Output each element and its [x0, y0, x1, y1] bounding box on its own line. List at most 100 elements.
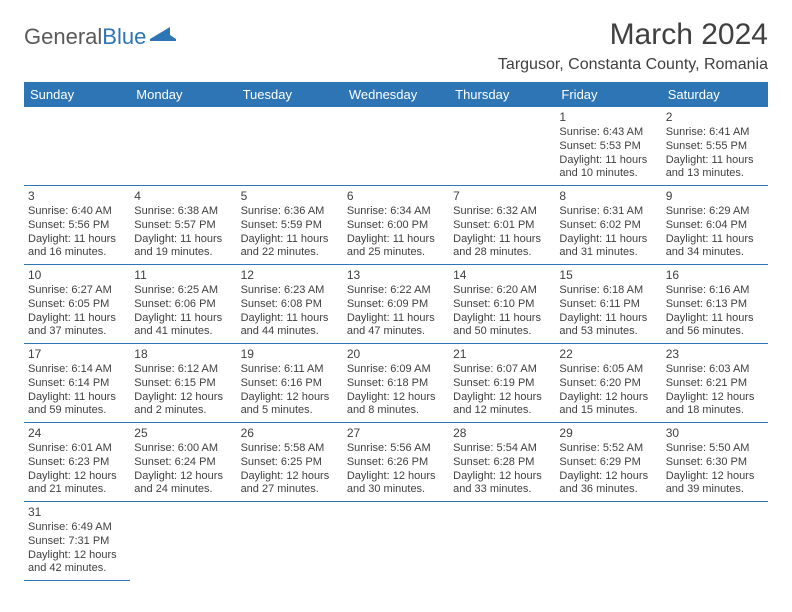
sunrise-text: Sunrise: 5:52 AM [559, 442, 657, 456]
daylight-text: Daylight: 12 hours and 2 minutes. [134, 391, 232, 419]
sunrise-text: Sunrise: 6:32 AM [453, 205, 551, 219]
day-number: 30 [666, 426, 764, 441]
sunset-text: Sunset: 6:09 PM [347, 298, 445, 312]
sunrise-text: Sunrise: 5:54 AM [453, 442, 551, 456]
day-number: 19 [241, 347, 339, 362]
day-number: 2 [666, 110, 764, 125]
day-number: 13 [347, 268, 445, 283]
sunrise-text: Sunrise: 6:23 AM [241, 284, 339, 298]
sunrise-text: Sunrise: 6:34 AM [347, 205, 445, 219]
day-number: 29 [559, 426, 657, 441]
calendar-cell: 11Sunrise: 6:25 AMSunset: 6:06 PMDayligh… [130, 265, 236, 344]
calendar-cell-empty [343, 107, 449, 186]
sunset-text: Sunset: 6:10 PM [453, 298, 551, 312]
calendar-cell: 14Sunrise: 6:20 AMSunset: 6:10 PMDayligh… [449, 265, 555, 344]
sunset-text: Sunset: 6:06 PM [134, 298, 232, 312]
day-number: 9 [666, 189, 764, 204]
daylight-text: Daylight: 11 hours and 13 minutes. [666, 154, 764, 182]
daylight-text: Daylight: 11 hours and 44 minutes. [241, 312, 339, 340]
weekday-header: Monday [130, 82, 236, 107]
sunset-text: Sunset: 5:55 PM [666, 140, 764, 154]
flag-icon [150, 23, 176, 49]
calendar-cell-empty [662, 502, 768, 581]
calendar-row: 17Sunrise: 6:14 AMSunset: 6:14 PMDayligh… [24, 344, 768, 423]
calendar-cell: 19Sunrise: 6:11 AMSunset: 6:16 PMDayligh… [237, 344, 343, 423]
calendar-row: 10Sunrise: 6:27 AMSunset: 6:05 PMDayligh… [24, 265, 768, 344]
weekday-header: Sunday [24, 82, 130, 107]
sunrise-text: Sunrise: 5:56 AM [347, 442, 445, 456]
sunset-text: Sunset: 6:08 PM [241, 298, 339, 312]
daylight-text: Daylight: 11 hours and 50 minutes. [453, 312, 551, 340]
daylight-text: Daylight: 11 hours and 56 minutes. [666, 312, 764, 340]
calendar-cell: 15Sunrise: 6:18 AMSunset: 6:11 PMDayligh… [555, 265, 661, 344]
weekday-header: Friday [555, 82, 661, 107]
sunrise-text: Sunrise: 6:14 AM [28, 363, 126, 377]
daylight-text: Daylight: 12 hours and 24 minutes. [134, 470, 232, 498]
day-number: 28 [453, 426, 551, 441]
daylight-text: Daylight: 12 hours and 27 minutes. [241, 470, 339, 498]
sunrise-text: Sunrise: 6:31 AM [559, 205, 657, 219]
day-number: 24 [28, 426, 126, 441]
title-block: March 2024 Targusor, Constanta County, R… [498, 18, 768, 74]
sunrise-text: Sunrise: 6:12 AM [134, 363, 232, 377]
sunset-text: Sunset: 7:31 PM [28, 535, 126, 549]
day-number: 15 [559, 268, 657, 283]
logo-text-general: General [24, 24, 102, 50]
sunrise-text: Sunrise: 6:41 AM [666, 126, 764, 140]
header: GeneralBlue March 2024 Targusor, Constan… [24, 18, 768, 74]
sunrise-text: Sunrise: 6:05 AM [559, 363, 657, 377]
day-number: 7 [453, 189, 551, 204]
day-number: 14 [453, 268, 551, 283]
calendar-row: 3Sunrise: 6:40 AMSunset: 5:56 PMDaylight… [24, 186, 768, 265]
sunset-text: Sunset: 6:26 PM [347, 456, 445, 470]
daylight-text: Daylight: 11 hours and 41 minutes. [134, 312, 232, 340]
sunset-text: Sunset: 6:25 PM [241, 456, 339, 470]
calendar-cell: 17Sunrise: 6:14 AMSunset: 6:14 PMDayligh… [24, 344, 130, 423]
calendar-cell: 16Sunrise: 6:16 AMSunset: 6:13 PMDayligh… [662, 265, 768, 344]
logo-text-blue: Blue [102, 24, 146, 50]
sunset-text: Sunset: 5:57 PM [134, 219, 232, 233]
sunrise-text: Sunrise: 6:16 AM [666, 284, 764, 298]
sunrise-text: Sunrise: 6:00 AM [134, 442, 232, 456]
calendar-cell: 4Sunrise: 6:38 AMSunset: 5:57 PMDaylight… [130, 186, 236, 265]
calendar-cell-empty [343, 502, 449, 581]
sunrise-text: Sunrise: 6:07 AM [453, 363, 551, 377]
daylight-text: Daylight: 11 hours and 25 minutes. [347, 233, 445, 261]
calendar-cell: 20Sunrise: 6:09 AMSunset: 6:18 PMDayligh… [343, 344, 449, 423]
daylight-text: Daylight: 11 hours and 53 minutes. [559, 312, 657, 340]
weekday-header: Wednesday [343, 82, 449, 107]
calendar-cell: 29Sunrise: 5:52 AMSunset: 6:29 PMDayligh… [555, 423, 661, 502]
day-number: 31 [28, 505, 126, 520]
sunrise-text: Sunrise: 6:25 AM [134, 284, 232, 298]
day-number: 25 [134, 426, 232, 441]
day-number: 4 [134, 189, 232, 204]
sunrise-text: Sunrise: 5:50 AM [666, 442, 764, 456]
sunset-text: Sunset: 5:59 PM [241, 219, 339, 233]
day-number: 23 [666, 347, 764, 362]
day-number: 6 [347, 189, 445, 204]
calendar-row: 1Sunrise: 6:43 AMSunset: 5:53 PMDaylight… [24, 107, 768, 186]
calendar-body: 1Sunrise: 6:43 AMSunset: 5:53 PMDaylight… [24, 107, 768, 581]
day-number: 12 [241, 268, 339, 283]
calendar-cell: 3Sunrise: 6:40 AMSunset: 5:56 PMDaylight… [24, 186, 130, 265]
calendar-cell: 7Sunrise: 6:32 AMSunset: 6:01 PMDaylight… [449, 186, 555, 265]
calendar-table: SundayMondayTuesdayWednesdayThursdayFrid… [24, 82, 768, 581]
calendar-cell: 12Sunrise: 6:23 AMSunset: 6:08 PMDayligh… [237, 265, 343, 344]
daylight-text: Daylight: 11 hours and 19 minutes. [134, 233, 232, 261]
daylight-text: Daylight: 11 hours and 34 minutes. [666, 233, 764, 261]
sunset-text: Sunset: 6:14 PM [28, 377, 126, 391]
calendar-cell-empty [24, 107, 130, 186]
day-number: 26 [241, 426, 339, 441]
sunset-text: Sunset: 6:24 PM [134, 456, 232, 470]
calendar-cell-empty [130, 107, 236, 186]
daylight-text: Daylight: 12 hours and 8 minutes. [347, 391, 445, 419]
sunrise-text: Sunrise: 6:11 AM [241, 363, 339, 377]
calendar-cell: 28Sunrise: 5:54 AMSunset: 6:28 PMDayligh… [449, 423, 555, 502]
sunrise-text: Sunrise: 6:18 AM [559, 284, 657, 298]
daylight-text: Daylight: 12 hours and 39 minutes. [666, 470, 764, 498]
sunset-text: Sunset: 6:04 PM [666, 219, 764, 233]
sunrise-text: Sunrise: 6:36 AM [241, 205, 339, 219]
sunset-text: Sunset: 6:15 PM [134, 377, 232, 391]
day-number: 27 [347, 426, 445, 441]
calendar-cell: 5Sunrise: 6:36 AMSunset: 5:59 PMDaylight… [237, 186, 343, 265]
